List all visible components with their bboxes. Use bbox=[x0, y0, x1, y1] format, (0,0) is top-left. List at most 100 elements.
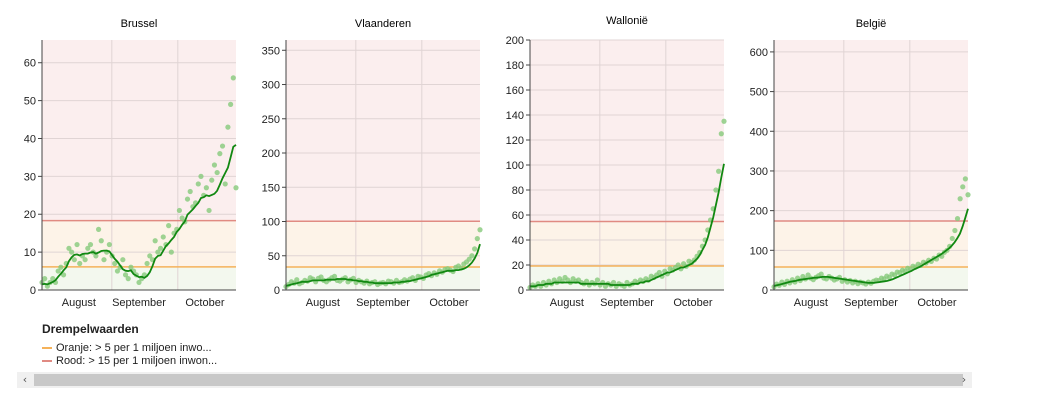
y-tick-label: 10 bbox=[24, 247, 36, 259]
orange-zone bbox=[530, 221, 724, 266]
y-tick-label: 140 bbox=[506, 110, 524, 122]
y-tick-label: 30 bbox=[24, 171, 36, 183]
red-swatch bbox=[42, 360, 52, 363]
y-tick-label: 50 bbox=[268, 251, 280, 263]
daily-point bbox=[469, 253, 475, 259]
daily-point bbox=[155, 249, 161, 255]
y-tick-label: 0 bbox=[274, 285, 280, 297]
daily-point bbox=[77, 260, 83, 267]
daily-point bbox=[716, 168, 722, 174]
green-zone bbox=[42, 266, 236, 290]
daily-point bbox=[610, 279, 617, 286]
scroll-left-icon[interactable]: ‹ bbox=[22, 373, 28, 386]
daily-point bbox=[294, 277, 300, 283]
horizontal-scrollbar[interactable]: ‹ › bbox=[17, 372, 972, 388]
daily-point bbox=[713, 187, 719, 193]
y-tick-label: 20 bbox=[24, 209, 36, 221]
daily-point bbox=[136, 279, 142, 286]
daily-point bbox=[474, 236, 480, 242]
daily-point bbox=[114, 268, 121, 274]
rolling-average-line bbox=[285, 243, 481, 287]
daily-point bbox=[472, 246, 478, 252]
y-tick-label: 500 bbox=[750, 87, 768, 99]
chart-belgie: 0 100 200 300 400 500 600 August September Octobe… bbox=[750, 18, 971, 309]
y-tick-label: 40 bbox=[512, 235, 524, 247]
daily-point bbox=[818, 271, 824, 277]
daily-point bbox=[962, 176, 968, 182]
daily-point bbox=[187, 188, 193, 195]
y-tick-label: 0 bbox=[762, 285, 768, 297]
y-tick-label: 250 bbox=[262, 114, 280, 126]
daily-point bbox=[69, 249, 75, 255]
y-tick-label: 200 bbox=[506, 35, 524, 47]
daily-point bbox=[71, 257, 77, 263]
daily-point bbox=[954, 215, 961, 222]
daily-point bbox=[82, 257, 88, 263]
daily-point bbox=[198, 173, 204, 179]
x-tick-label: August bbox=[62, 297, 96, 309]
y-tick-label: 60 bbox=[24, 58, 36, 70]
daily-point bbox=[209, 177, 215, 183]
scroll-right-icon[interactable]: › bbox=[961, 373, 967, 386]
daily-point bbox=[656, 269, 662, 276]
legend-item-red: Rood: > 15 per 1 miljoen inwon... bbox=[42, 355, 217, 368]
daily-point bbox=[952, 227, 958, 234]
daily-point bbox=[101, 257, 107, 263]
daily-point bbox=[160, 234, 166, 240]
daily-point bbox=[87, 241, 94, 248]
x-tick-label: September bbox=[844, 297, 898, 309]
chart-title: Brussel bbox=[121, 18, 158, 30]
daily-point bbox=[583, 278, 590, 284]
daily-point bbox=[85, 245, 91, 251]
daily-point bbox=[98, 238, 104, 244]
red-zone bbox=[42, 40, 236, 221]
chart-brussel: 0 10 20 30 40 50 60 August September October Bruss… bbox=[24, 18, 239, 309]
daily-point bbox=[222, 181, 228, 187]
daily-point bbox=[211, 162, 218, 168]
daily-point bbox=[120, 257, 126, 263]
y-tick-label: 400 bbox=[750, 126, 768, 138]
chart-title: Vlaanderen bbox=[355, 18, 411, 30]
legend-title: Drempelwaarden bbox=[42, 322, 139, 336]
y-tick-label: 50 bbox=[24, 96, 36, 108]
daily-point bbox=[957, 196, 963, 202]
red-zone bbox=[774, 40, 968, 221]
x-tick-label: October bbox=[429, 297, 468, 309]
green-zone bbox=[530, 266, 724, 290]
scroll-thumb[interactable] bbox=[34, 374, 963, 386]
daily-point bbox=[55, 268, 61, 274]
daily-point bbox=[184, 196, 191, 202]
x-tick-label: October bbox=[673, 297, 712, 309]
y-tick-label: 100 bbox=[750, 245, 768, 257]
rolling-average-line bbox=[530, 163, 725, 288]
daily-point bbox=[214, 169, 220, 176]
daily-point bbox=[112, 260, 118, 267]
green-zone bbox=[286, 267, 480, 290]
y-tick-label: 40 bbox=[24, 133, 36, 145]
y-tick-label: 100 bbox=[506, 160, 524, 172]
daily-point bbox=[106, 241, 112, 248]
daily-point bbox=[233, 185, 239, 191]
daily-point bbox=[718, 131, 724, 137]
y-tick-label: 300 bbox=[262, 80, 280, 92]
red-zone bbox=[530, 40, 724, 222]
rolling-average-line bbox=[773, 208, 969, 287]
x-tick-label: August bbox=[306, 297, 340, 309]
orange-zone bbox=[286, 221, 480, 268]
daily-point bbox=[195, 181, 201, 187]
daily-point bbox=[74, 241, 80, 248]
threshold-legend: Drempelwaarden Oranje: > 5 per 1 miljoen… bbox=[42, 322, 217, 368]
y-tick-label: 120 bbox=[506, 135, 524, 147]
legend-label-red: Rood: > 15 per 1 miljoen inwon... bbox=[56, 355, 218, 367]
rolling-average-line bbox=[41, 144, 237, 286]
daily-point bbox=[66, 245, 72, 251]
daily-point bbox=[960, 184, 966, 190]
daily-point bbox=[176, 207, 183, 214]
y-tick-label: 60 bbox=[512, 210, 524, 222]
chart-title: België bbox=[856, 18, 887, 30]
daily-point bbox=[230, 75, 236, 81]
y-tick-label: 20 bbox=[512, 260, 524, 272]
x-tick-label: September bbox=[600, 297, 654, 309]
y-tick-label: 160 bbox=[506, 85, 524, 97]
legend-item-orange: Oranje: > 5 per 1 miljoen inwo... bbox=[42, 342, 217, 355]
